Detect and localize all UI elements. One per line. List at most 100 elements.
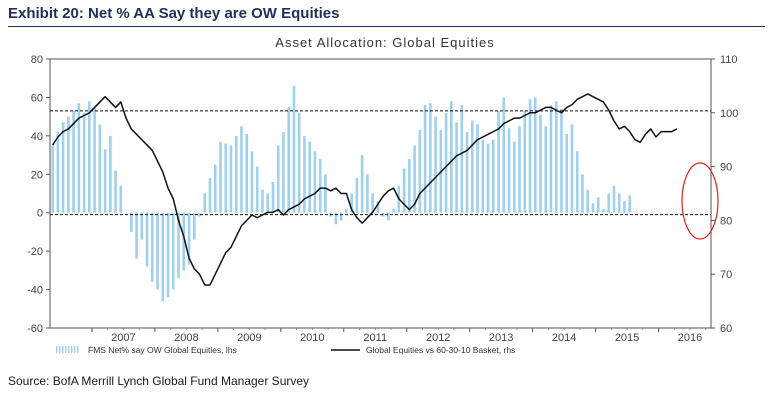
right-tick-label-4: 70 bbox=[720, 269, 732, 281]
bar-100 bbox=[575, 151, 579, 213]
bar-55 bbox=[339, 212, 343, 221]
bar-23 bbox=[171, 212, 175, 290]
bar-36 bbox=[240, 126, 243, 213]
bar-49 bbox=[308, 141, 311, 213]
title-divider bbox=[8, 26, 765, 27]
bar-45 bbox=[287, 107, 290, 213]
bar-1 bbox=[56, 132, 60, 213]
bar-17 bbox=[140, 212, 144, 240]
left-tick-label-1: 60 bbox=[31, 92, 43, 104]
bar-101 bbox=[581, 174, 584, 213]
left-tick-label-4: 0 bbox=[37, 208, 43, 220]
right-tick-label-5: 60 bbox=[720, 323, 732, 335]
right-tick-label-1: 100 bbox=[720, 108, 738, 120]
x-tick-label-1: 2008 bbox=[174, 332, 198, 344]
bar-76 bbox=[450, 101, 453, 213]
bar-64 bbox=[387, 212, 390, 221]
bar-39 bbox=[255, 166, 259, 213]
x-tick-label-7: 2014 bbox=[552, 332, 576, 344]
exhibit-title: Exhibit 20: Net % AA Say they are OW Equ… bbox=[8, 5, 340, 22]
right-tick-label-3: 80 bbox=[720, 215, 732, 227]
bar-65 bbox=[392, 208, 395, 213]
bar-63 bbox=[381, 212, 385, 217]
bar-61 bbox=[371, 193, 374, 213]
bar-33 bbox=[224, 143, 228, 213]
bar-94 bbox=[544, 126, 548, 213]
x-tick-label-2: 2009 bbox=[237, 332, 261, 344]
left-tick-label-7: -60 bbox=[27, 323, 43, 335]
bar-44 bbox=[282, 132, 285, 213]
bar-28 bbox=[198, 212, 201, 217]
bar-73 bbox=[434, 116, 437, 213]
bar-104 bbox=[596, 197, 600, 213]
bar-87 bbox=[507, 128, 511, 213]
bar-42 bbox=[271, 181, 275, 213]
bar-92 bbox=[533, 97, 537, 213]
bar-11 bbox=[109, 135, 112, 213]
bar-29 bbox=[203, 193, 207, 213]
x-tick-label-0: 2007 bbox=[111, 332, 135, 344]
bar-6 bbox=[82, 112, 86, 213]
bar-8 bbox=[93, 107, 96, 213]
bar-97 bbox=[560, 108, 563, 213]
bar-99 bbox=[570, 124, 574, 213]
bar-12 bbox=[114, 170, 117, 213]
bar-52 bbox=[324, 174, 327, 213]
legend: FMS Net% say OW Global Equities, lhs Glo… bbox=[56, 345, 515, 355]
bar-35 bbox=[234, 135, 238, 213]
bar-103 bbox=[591, 203, 595, 213]
right-tick-label-2: 90 bbox=[720, 162, 732, 174]
annotation-circle bbox=[681, 162, 719, 240]
source-note: Source: BofA Merrill Lynch Global Fund M… bbox=[8, 374, 310, 388]
bar-15 bbox=[130, 212, 133, 232]
bar-91 bbox=[528, 99, 532, 213]
left-tick-label-0: 80 bbox=[31, 54, 43, 66]
bar-105 bbox=[602, 208, 605, 213]
bar-60 bbox=[366, 174, 369, 213]
bar-54 bbox=[334, 212, 338, 225]
bar-71 bbox=[423, 105, 427, 213]
legend-bars-swatch bbox=[56, 346, 79, 353]
bar-108 bbox=[617, 193, 621, 213]
bar-9 bbox=[98, 124, 102, 213]
bar-68 bbox=[408, 158, 411, 213]
bar-84 bbox=[491, 139, 495, 213]
legend-label-line: Global Equities vs 60-30-10 Basket, rhs bbox=[366, 345, 515, 355]
bar-106 bbox=[607, 193, 610, 213]
x-tick-label-3: 2010 bbox=[300, 332, 324, 344]
x-tick-label-4: 2011 bbox=[363, 332, 387, 344]
bar-22 bbox=[166, 212, 170, 298]
bar-32 bbox=[219, 141, 222, 213]
bar-59 bbox=[360, 155, 364, 213]
x-tick-label-6: 2013 bbox=[489, 332, 513, 344]
bar-88 bbox=[512, 141, 516, 213]
line-series bbox=[51, 93, 678, 286]
x-tick-label-9: 2016 bbox=[678, 332, 702, 344]
left-tick-label-5: -20 bbox=[27, 246, 43, 258]
bar-86 bbox=[502, 97, 506, 213]
bar-31 bbox=[213, 164, 217, 213]
bar-95 bbox=[549, 105, 553, 213]
bar-50 bbox=[313, 151, 317, 213]
bar-90 bbox=[523, 110, 527, 213]
bar-58 bbox=[355, 178, 359, 213]
bar-5 bbox=[77, 103, 81, 213]
bar-62 bbox=[376, 201, 380, 213]
bar-81 bbox=[476, 124, 479, 213]
bar-20 bbox=[156, 212, 159, 290]
bar-47 bbox=[297, 112, 301, 213]
bar-102 bbox=[586, 189, 590, 213]
bar-77 bbox=[455, 122, 458, 213]
bar-24 bbox=[177, 212, 180, 279]
bar-14 bbox=[124, 212, 128, 214]
x-tick-label-5: 2012 bbox=[426, 332, 450, 344]
bar-37 bbox=[245, 133, 249, 213]
bar-41 bbox=[266, 193, 270, 213]
bar-40 bbox=[261, 189, 264, 213]
bar-26 bbox=[187, 212, 191, 265]
bar-16 bbox=[135, 212, 138, 259]
bar-83 bbox=[486, 143, 490, 213]
left-tick-label-2: 40 bbox=[31, 131, 43, 143]
x-tick-label-8: 2015 bbox=[615, 332, 639, 344]
chart-title: Asset Allocation: Global Equities bbox=[275, 35, 494, 50]
